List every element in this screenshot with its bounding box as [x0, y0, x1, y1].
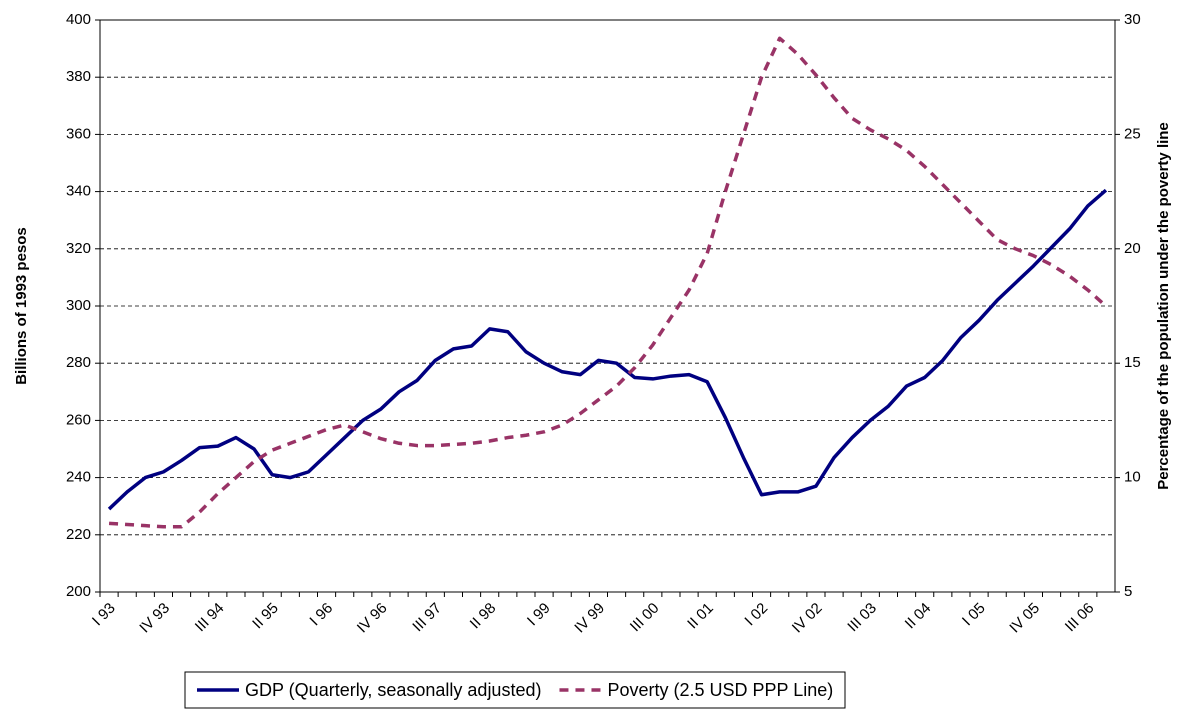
y-tick-label: 320 — [66, 240, 91, 257]
y2-tick-label: 5 — [1124, 583, 1132, 600]
series-line — [107, 188, 1108, 511]
y-tick-label: 380 — [66, 68, 91, 85]
y-tick-label: 280 — [66, 354, 91, 371]
y-tick-label: 240 — [66, 469, 91, 486]
y2-tick-label: 30 — [1124, 11, 1141, 28]
y2-axis-title: Percentage of the population under the p… — [1155, 122, 1172, 490]
y-tick-label: 400 — [66, 11, 91, 28]
y-tick-label: 260 — [66, 411, 91, 428]
y2-tick-label: 25 — [1124, 125, 1141, 142]
legend-label: GDP (Quarterly, seasonally adjusted) — [245, 680, 541, 700]
y2-tick-label: 15 — [1124, 354, 1141, 371]
y-tick-label: 220 — [66, 526, 91, 543]
legend-label: Poverty (2.5 USD PPP Line) — [607, 680, 833, 700]
y2-tick-label: 10 — [1124, 469, 1141, 486]
legend-box — [184, 671, 846, 709]
y2-tick-label: 20 — [1124, 240, 1141, 257]
y-tick-label: 300 — [66, 297, 91, 314]
y-tick-label: 200 — [66, 583, 91, 600]
series-line — [108, 36, 1108, 529]
y-tick-label: 360 — [66, 125, 91, 142]
y-tick-label: 340 — [66, 183, 91, 200]
y-axis-title: Billions of 1993 pesos — [13, 227, 30, 385]
